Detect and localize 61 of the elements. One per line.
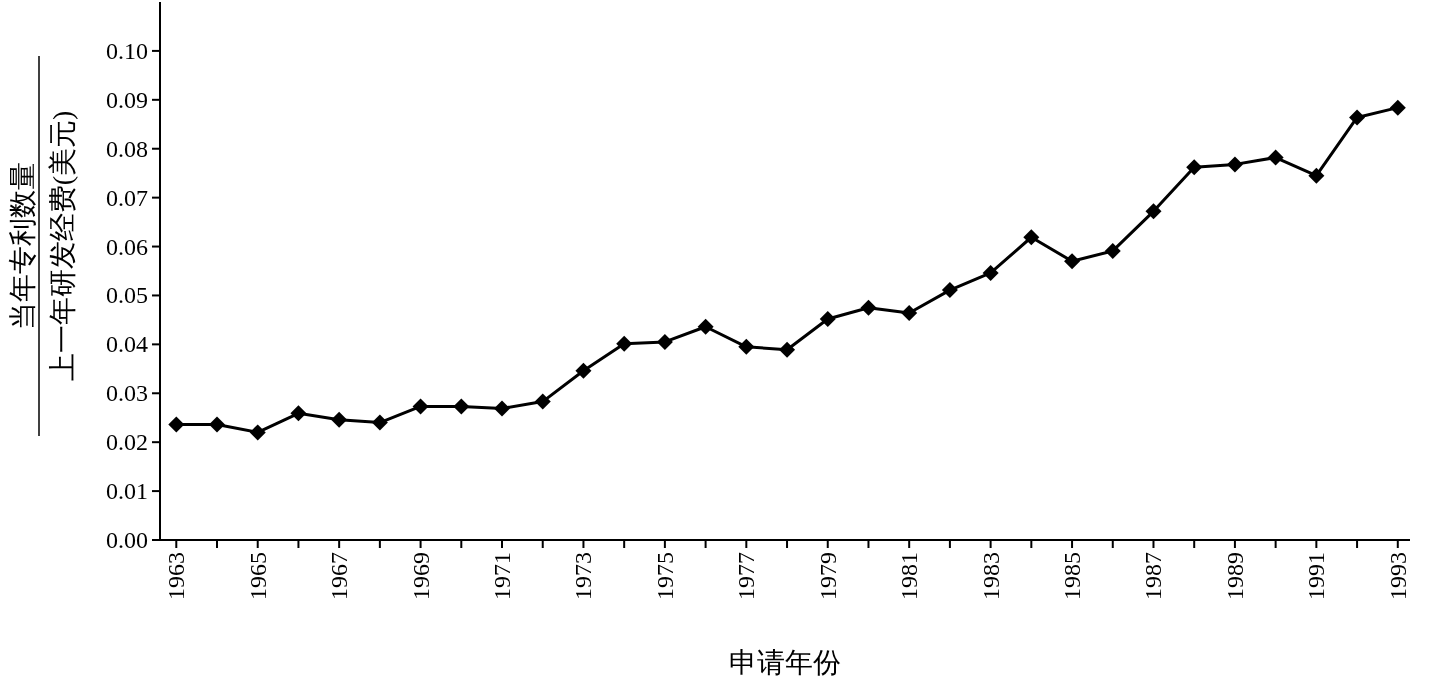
x-tick-label: 1979 [814, 552, 841, 600]
y-tick-label: 0.02 [106, 429, 148, 456]
point [656, 333, 673, 350]
point [819, 310, 836, 327]
x-tick-label: 1977 [733, 552, 760, 600]
y-tick-label: 0.04 [106, 331, 148, 358]
y-tick-label: 0.00 [106, 527, 148, 553]
point [1267, 149, 1284, 166]
y-tick-label: 0.10 [106, 37, 148, 64]
point [249, 424, 266, 441]
point [1226, 156, 1243, 173]
point [209, 416, 225, 433]
y-tick-label: 0.07 [106, 184, 148, 211]
x-tick-label: 1971 [489, 552, 516, 600]
x-tick-label: 1963 [163, 552, 190, 600]
point [779, 341, 796, 358]
x-tick-label: 1983 [977, 552, 1004, 600]
point [534, 393, 551, 410]
point [901, 305, 918, 322]
x-tick-label: 1989 [1221, 552, 1248, 600]
y-tick-label: 0.03 [106, 380, 148, 407]
point [941, 282, 958, 299]
point [1064, 253, 1081, 270]
x-tick-label: 1973 [570, 552, 597, 600]
x-tick-label: 1965 [244, 552, 271, 600]
y-tick-label: 0.09 [106, 86, 148, 113]
x-tick-label: 1969 [407, 552, 434, 600]
point [697, 318, 714, 335]
point [860, 299, 877, 316]
point [575, 362, 592, 379]
point [1308, 167, 1325, 184]
y-tick-label: 0.01 [106, 478, 148, 505]
point [453, 398, 470, 415]
point [1104, 242, 1121, 259]
y-tick-label: 0.06 [106, 233, 148, 260]
x-tick-label: 1985 [1059, 552, 1086, 600]
point [168, 416, 185, 433]
y-tick-label: 0.08 [106, 135, 148, 162]
x-tick-label: 1987 [1140, 552, 1167, 600]
point [331, 411, 348, 428]
x-axis-title: 申请年份 [729, 647, 841, 678]
point [1023, 229, 1040, 246]
x-tick-label: 1981 [896, 552, 923, 600]
point [494, 400, 511, 417]
point [1186, 159, 1203, 176]
x-tick-label: 1991 [1303, 552, 1330, 600]
point [616, 335, 633, 352]
point [738, 338, 755, 355]
text: 当年专利数量 [7, 162, 38, 330]
point [1389, 99, 1406, 116]
x-tick-label: 1975 [651, 552, 678, 600]
text: 上一年研发经费(美元) [47, 110, 78, 382]
y-tick-label: 0.05 [106, 282, 148, 309]
point [1145, 203, 1162, 220]
point [1349, 109, 1366, 126]
point [412, 398, 429, 415]
point [290, 405, 307, 422]
x-tick-label: 1993 [1384, 552, 1411, 600]
x-tick-label: 1967 [326, 552, 353, 600]
point [371, 414, 388, 431]
point [982, 264, 999, 281]
